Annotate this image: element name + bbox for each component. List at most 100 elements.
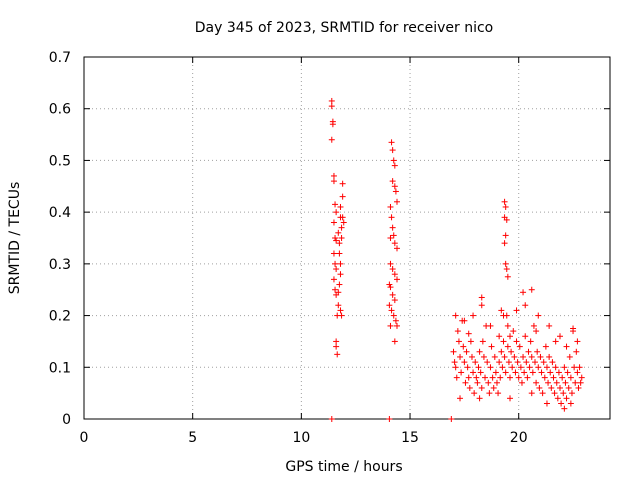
- data-point: [509, 364, 516, 371]
- data-point: [328, 136, 335, 143]
- data-point: [392, 317, 399, 324]
- data-point: [498, 307, 505, 314]
- data-point: [540, 359, 547, 366]
- data-point: [330, 276, 337, 283]
- data-point: [512, 369, 519, 376]
- data-point: [332, 260, 339, 267]
- data-point: [501, 353, 508, 360]
- data-point: [518, 379, 525, 386]
- data-point: [510, 328, 517, 335]
- data-point: [338, 224, 345, 231]
- data-point: [387, 260, 394, 267]
- x-axis-title: GPS time / hours: [285, 459, 402, 475]
- data-point: [455, 338, 462, 345]
- data-point: [391, 271, 398, 278]
- data-point: [478, 384, 485, 391]
- data-point: [508, 348, 515, 355]
- data-point: [460, 343, 467, 350]
- y-tick-label: 0.6: [49, 102, 71, 118]
- data-point: [389, 266, 396, 273]
- data-point: [448, 416, 455, 422]
- data-point: [485, 379, 492, 386]
- data-point: [517, 364, 524, 371]
- data-point: [473, 374, 480, 381]
- data-point: [451, 359, 458, 366]
- data-point: [572, 379, 579, 386]
- data-point: [468, 353, 475, 360]
- data-point: [549, 359, 556, 366]
- data-point: [527, 338, 534, 345]
- data-point: [533, 379, 540, 386]
- y-tick-label: 0.7: [49, 50, 71, 66]
- data-point: [457, 395, 464, 402]
- y-tick-label: 0.2: [49, 309, 71, 325]
- data-point: [388, 139, 395, 146]
- data-point: [570, 325, 577, 332]
- data-point: [542, 343, 549, 350]
- data-point: [564, 369, 571, 376]
- data-point: [502, 369, 509, 376]
- data-point: [563, 343, 570, 350]
- data-point: [336, 240, 343, 247]
- data-point: [490, 384, 497, 391]
- data-points: [328, 97, 585, 422]
- data-point: [465, 330, 472, 337]
- data-point: [561, 364, 568, 371]
- data-point: [391, 162, 398, 169]
- data-point: [492, 369, 499, 376]
- data-point: [574, 369, 581, 376]
- data-point: [475, 364, 482, 371]
- data-point: [389, 291, 396, 298]
- data-point: [462, 379, 469, 386]
- data-point: [521, 369, 528, 376]
- data-point: [480, 353, 487, 360]
- data-point: [337, 260, 344, 267]
- data-point: [388, 307, 395, 314]
- data-point: [393, 198, 400, 205]
- data-point: [488, 343, 495, 350]
- y-tick-label: 0.4: [49, 205, 71, 221]
- data-point: [547, 369, 554, 376]
- data-point: [389, 178, 396, 185]
- data-point: [538, 369, 545, 376]
- data-point: [548, 384, 555, 391]
- data-point: [464, 364, 471, 371]
- data-point: [507, 395, 514, 402]
- data-point: [388, 214, 395, 221]
- data-point: [504, 273, 511, 280]
- data-point: [491, 353, 498, 360]
- data-point: [568, 390, 575, 397]
- data-point: [532, 359, 539, 366]
- data-point: [496, 333, 503, 340]
- data-point: [338, 235, 345, 241]
- data-point: [513, 307, 520, 314]
- data-point: [466, 384, 473, 391]
- data-point: [391, 297, 398, 304]
- data-point: [546, 353, 553, 360]
- data-point: [523, 359, 530, 366]
- data-point: [330, 172, 337, 179]
- data-point: [530, 322, 537, 329]
- data-point: [339, 193, 346, 200]
- data-point: [546, 322, 553, 329]
- data-point: [541, 374, 548, 381]
- y-tick-label: 0: [62, 412, 71, 428]
- data-point: [545, 379, 552, 386]
- data-point: [559, 374, 566, 381]
- data-point: [461, 359, 468, 366]
- data-point: [525, 348, 532, 355]
- data-point: [503, 266, 510, 273]
- data-point: [387, 284, 394, 291]
- data-point: [391, 240, 398, 247]
- data-point: [334, 351, 341, 358]
- data-point: [390, 312, 397, 319]
- data-point: [552, 338, 559, 345]
- data-point: [328, 97, 335, 104]
- data-point: [472, 359, 479, 366]
- data-point: [476, 348, 483, 355]
- data-point: [566, 353, 573, 360]
- data-point: [503, 312, 510, 319]
- data-point: [329, 121, 336, 128]
- data-point: [567, 374, 574, 381]
- data-point: [332, 286, 339, 293]
